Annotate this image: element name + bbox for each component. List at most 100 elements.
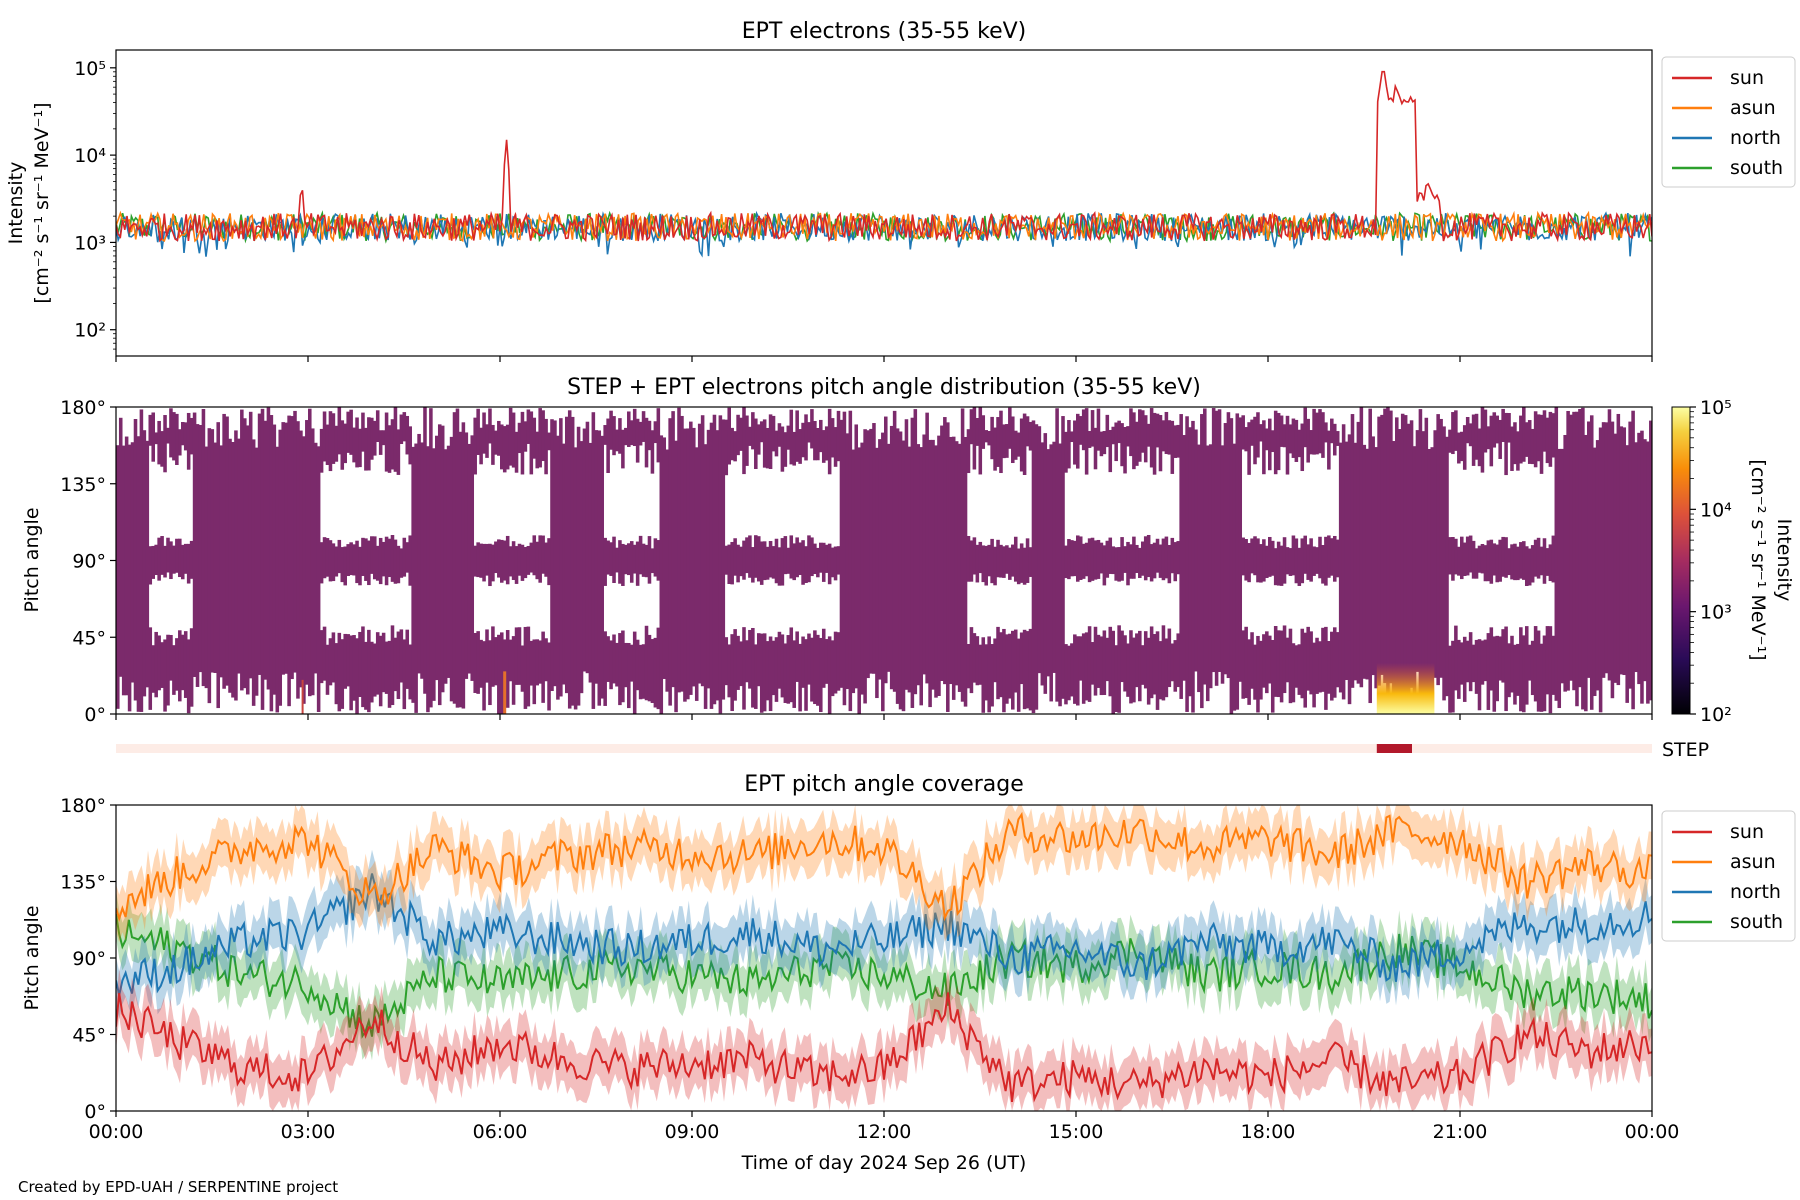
pad-cell xyxy=(1457,639,1461,699)
pad-cell xyxy=(1244,626,1248,699)
pad-cell xyxy=(180,634,185,691)
pad-cell xyxy=(387,425,392,473)
pad-cell xyxy=(1105,637,1110,682)
y-tick-label: 0° xyxy=(84,704,106,726)
pad-cell xyxy=(1374,447,1378,689)
pad-cell xyxy=(1424,417,1429,708)
pad-cell xyxy=(505,535,510,585)
pad-cell xyxy=(1471,644,1476,683)
pad-cell xyxy=(491,544,495,582)
pad-cell xyxy=(322,626,327,681)
pad-cell xyxy=(1380,414,1384,675)
pad-cell xyxy=(1622,427,1627,676)
pad-cell xyxy=(1019,418,1024,472)
pad-cell xyxy=(337,632,342,712)
pad-cell xyxy=(830,640,835,697)
pad-cell xyxy=(990,416,994,460)
pad-cell xyxy=(1149,544,1154,582)
pad-cell xyxy=(491,424,495,465)
pad-cell xyxy=(1442,426,1446,701)
pad-cell xyxy=(1474,413,1479,460)
pad-cell xyxy=(1140,410,1145,453)
pad-cell xyxy=(1253,416,1257,465)
pad-cell xyxy=(343,633,347,689)
pad-cell xyxy=(1279,630,1284,703)
pad-cell xyxy=(1462,636,1467,702)
pad-cell xyxy=(1276,541,1281,586)
pad-cell xyxy=(618,633,622,706)
pad-cell xyxy=(624,544,628,575)
pad-cell xyxy=(183,543,188,574)
pad-cell xyxy=(1247,422,1251,475)
pad-cell xyxy=(1294,419,1299,462)
pad-cell xyxy=(1052,441,1056,673)
pad-cell xyxy=(1542,635,1547,712)
pad-cell xyxy=(886,443,891,672)
pad-cell xyxy=(816,634,820,706)
pad-cell xyxy=(192,412,197,677)
pad-cell xyxy=(1551,535,1556,583)
pad-cell xyxy=(355,540,359,584)
pad-cell xyxy=(1279,545,1284,586)
coverage-line-south xyxy=(116,913,1652,1039)
pad-cell xyxy=(172,412,176,461)
pad-cell xyxy=(739,641,743,687)
pad-cell xyxy=(1076,413,1080,469)
pad-cell xyxy=(1330,418,1334,444)
pad-cell xyxy=(500,632,504,714)
pad-cell xyxy=(1090,537,1095,581)
pad-cell xyxy=(1327,430,1331,470)
pad-cell xyxy=(372,643,377,697)
pad-cell xyxy=(1303,632,1307,708)
pad-cell xyxy=(638,535,643,575)
pad-cell xyxy=(1138,547,1142,579)
pad-cell xyxy=(1569,414,1573,681)
pad-cell xyxy=(257,413,262,675)
pad-cell xyxy=(349,409,353,455)
pad-cell xyxy=(1625,445,1629,703)
legend-label-north: north xyxy=(1730,127,1781,149)
pad-cell xyxy=(795,537,799,578)
pad-cell xyxy=(488,543,492,587)
pad-cell xyxy=(694,447,699,701)
pad-cell xyxy=(1536,537,1541,579)
pad-cell xyxy=(213,442,218,673)
pad-cell xyxy=(361,412,365,452)
pad-cell xyxy=(1462,425,1467,470)
pad-cell xyxy=(1285,637,1290,683)
pad-cell xyxy=(1211,408,1216,673)
y-tick-label: 10⁴ xyxy=(74,145,106,167)
pad-cell xyxy=(1067,539,1071,580)
pad-cell xyxy=(1460,642,1464,685)
pad-cell xyxy=(851,449,856,694)
pad-cell xyxy=(801,540,805,585)
pad-cell xyxy=(381,430,386,446)
pad-cell xyxy=(1250,419,1254,446)
pad-cell xyxy=(674,440,678,713)
pad-cell xyxy=(1191,420,1195,713)
pad-cell xyxy=(1270,540,1275,576)
pad-cell xyxy=(1173,542,1178,582)
pad-cell xyxy=(742,627,746,710)
pad-cell xyxy=(1634,442,1638,673)
pad-cell xyxy=(180,544,185,580)
pad-cell xyxy=(1008,633,1012,699)
pad-cell xyxy=(1628,421,1632,689)
pad-cell xyxy=(1037,426,1042,674)
pad-cell xyxy=(1120,630,1124,683)
pad-cell xyxy=(564,416,569,694)
pad-cell xyxy=(1158,641,1163,700)
pad-cell xyxy=(535,639,539,686)
pad-cell xyxy=(485,543,489,576)
pad-cell xyxy=(1507,413,1511,443)
pad-cell xyxy=(1247,639,1251,705)
pad-cell xyxy=(1465,640,1470,683)
pad-cell xyxy=(476,631,480,694)
pad-cell xyxy=(346,634,350,687)
pad-cell xyxy=(541,631,545,703)
panel2-x-ticks xyxy=(115,714,1653,720)
pad-cell xyxy=(437,424,442,706)
pad-cell xyxy=(1551,413,1556,458)
colorbar-label-line2: [cm⁻² s⁻¹ sr⁻¹ MeV⁻¹] xyxy=(1747,459,1769,660)
pad-cell xyxy=(1613,433,1618,683)
